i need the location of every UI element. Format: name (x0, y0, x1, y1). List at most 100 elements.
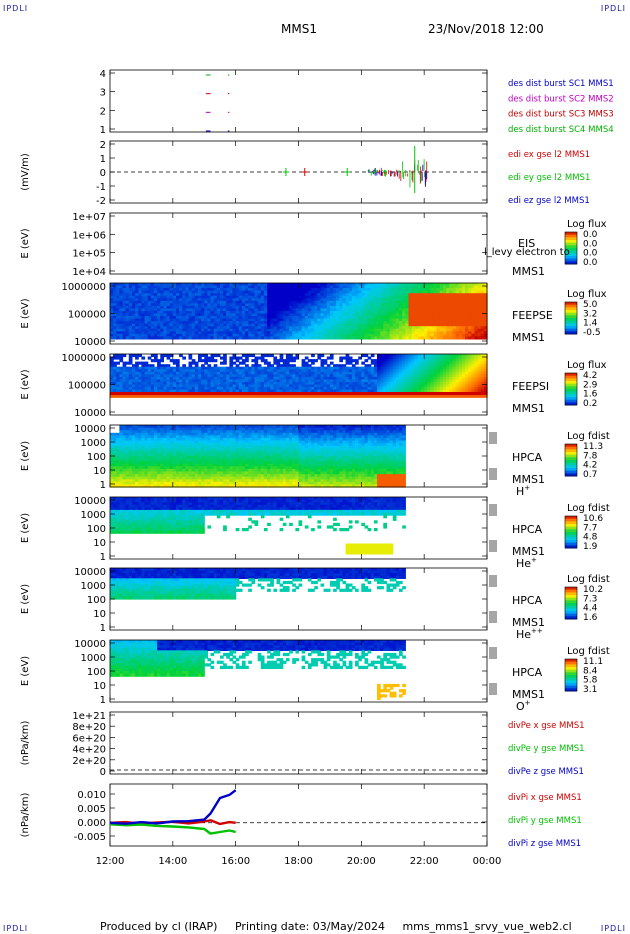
heatmap-cell (191, 371, 196, 375)
heatmap-cell (110, 321, 114, 325)
heatmap-cell (461, 300, 466, 304)
heatmap-cell (185, 290, 190, 294)
heatmap-cell (355, 316, 359, 320)
heatmap-cell (160, 389, 164, 393)
heatmap-cell (179, 328, 183, 332)
heatmap-cell (389, 295, 394, 299)
mission-title: MMS1 (281, 22, 317, 36)
heatmap-cell (474, 369, 479, 373)
heatmap-cell (185, 293, 190, 297)
heatmap-cell (194, 313, 199, 317)
heatmap-cell (188, 394, 193, 398)
heatmap-cell (116, 453, 120, 457)
heatmap-cell (380, 293, 384, 297)
heatmap-cell (333, 295, 337, 299)
heatmap-cell (414, 318, 419, 322)
heatmap-cell (436, 290, 441, 294)
heatmap-cell (342, 394, 347, 398)
heatmap-cell (436, 382, 441, 386)
heatmap-cell (317, 384, 322, 388)
heatmap-cell (355, 376, 359, 380)
heatmap-cell (254, 376, 259, 380)
heatmap-cell (141, 316, 146, 320)
heatmap-cell (392, 293, 397, 297)
heatmap-cell (301, 364, 306, 368)
heatmap-cell (292, 308, 296, 312)
heatmap-cell (392, 384, 397, 388)
heatmap-cell (128, 387, 133, 391)
heatmap-cell (229, 288, 234, 292)
heatmap-cell (235, 290, 240, 294)
heatmap-cell (320, 288, 325, 292)
heatmap-cell (351, 382, 356, 386)
heatmap-cell (201, 359, 205, 363)
heatmap-cell (263, 371, 268, 375)
heatmap-cell (150, 394, 155, 398)
heatmap-cell (223, 374, 227, 378)
heatmap-cell (455, 308, 460, 312)
heatmap-cell (317, 313, 322, 317)
heatmap-cell (191, 379, 196, 383)
heatmap-cell (285, 323, 290, 327)
heatmap-cell (138, 298, 142, 302)
heatmap-cell (323, 313, 328, 317)
heatmap-cell (251, 321, 256, 325)
heatmap-cell (157, 298, 161, 302)
heatmap-cell (389, 285, 394, 289)
heatmap-cell (245, 333, 249, 337)
heatmap-cell (207, 318, 212, 322)
heatmap-cell (163, 333, 168, 337)
heatmap-cell (455, 318, 460, 322)
heatmap-cell (386, 311, 391, 315)
heatmap-cell (273, 305, 278, 309)
heatmap-cell (204, 387, 208, 391)
heatmap-cell (169, 298, 174, 302)
heatmap-cell (166, 313, 171, 317)
heatmap-cell (163, 328, 168, 332)
heatmap-cell (163, 305, 168, 309)
heatmap-cell (480, 379, 485, 383)
heatmap-cell (110, 437, 114, 442)
colorbar-segment (565, 328, 577, 332)
heatmap-cell (201, 298, 205, 302)
heatmap-cell (333, 313, 337, 317)
heatmap-cell (198, 356, 202, 360)
heatmap-cell (433, 288, 438, 292)
heatmap-cell (226, 293, 230, 297)
heatmap-cell (342, 298, 347, 302)
heatmap-cell (251, 382, 256, 386)
heatmap-cell (367, 326, 372, 330)
heatmap-cell (408, 300, 413, 304)
heatmap-cell (276, 359, 281, 363)
heatmap-cell (402, 331, 406, 335)
heatmap-cell (235, 311, 240, 315)
heatmap-cell (267, 361, 271, 365)
heatmap-cell (458, 366, 463, 370)
heatmap-cell (260, 305, 265, 309)
heatmap-cell (433, 323, 438, 327)
heatmap-cell (443, 354, 447, 358)
heatmap-cell (474, 288, 479, 292)
heatmap-cell (194, 376, 199, 380)
heatmap-cell (157, 313, 161, 317)
heatmap-cell (386, 382, 391, 386)
heatmap-cell (455, 283, 460, 287)
heatmap-cell (311, 382, 315, 386)
heatmap-cell (461, 366, 466, 370)
heatmap-cell (355, 331, 359, 335)
heatmap-cell (399, 331, 403, 335)
heatmap-cell (452, 359, 457, 363)
heatmap-cell (411, 298, 416, 302)
heatmap-cell (157, 374, 161, 378)
heatmap-cell (433, 321, 438, 325)
heatmap-cell (113, 308, 117, 312)
heatmap-cell (298, 387, 303, 391)
heatmap-cell (411, 328, 416, 332)
heatmap-cell (226, 313, 230, 317)
heatmap-cell (329, 387, 334, 391)
heatmap-cell (150, 331, 155, 335)
heatmap-cell (229, 316, 234, 320)
heatmap-cell (336, 288, 340, 292)
heatmap-cell (358, 285, 362, 289)
heatmap-cell (408, 333, 413, 337)
